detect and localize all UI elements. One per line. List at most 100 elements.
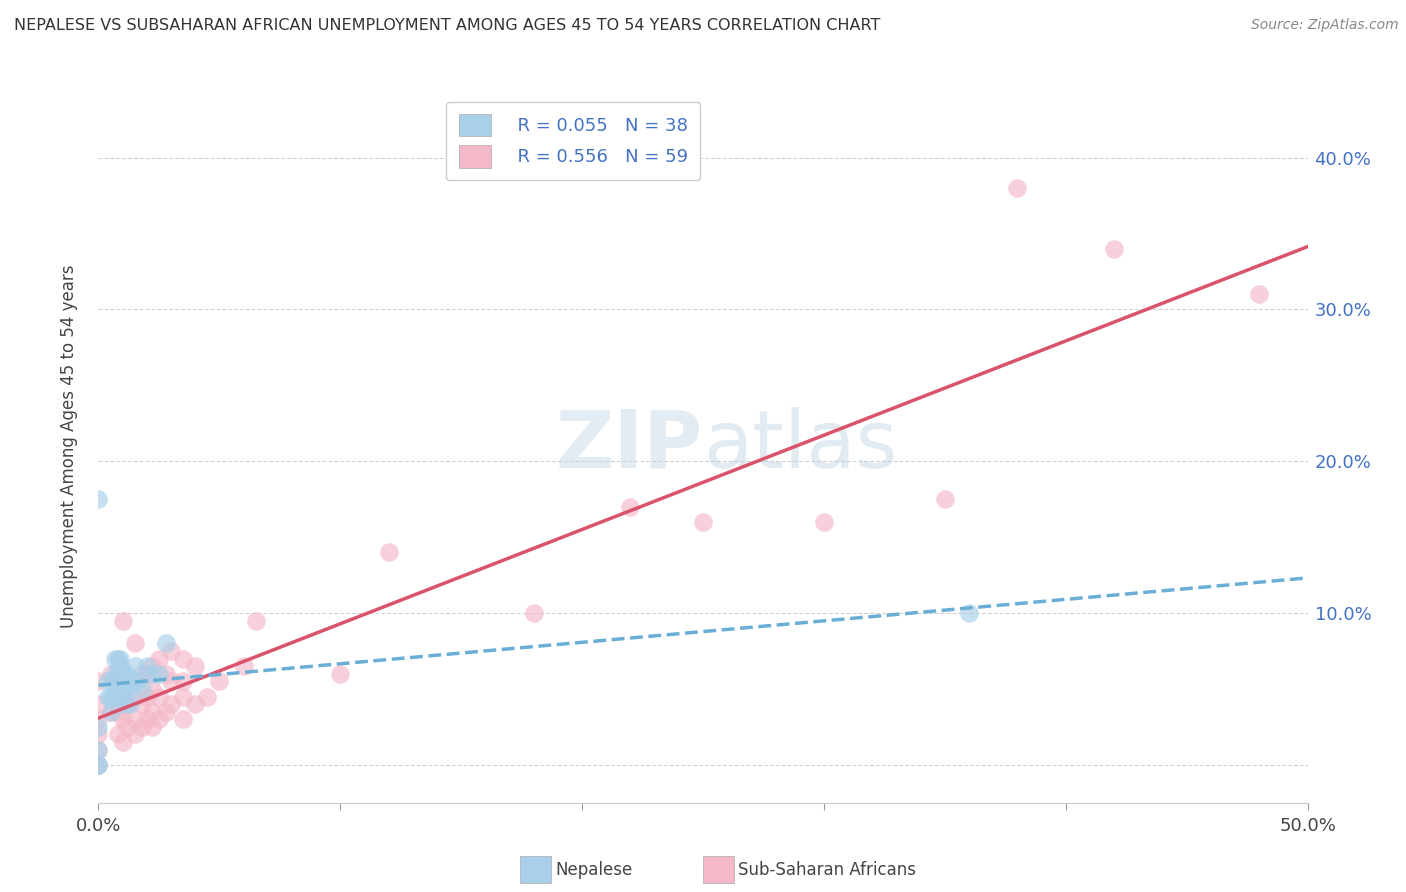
Text: NEPALESE VS SUBSAHARAN AFRICAN UNEMPLOYMENT AMONG AGES 45 TO 54 YEARS CORRELATIO: NEPALESE VS SUBSAHARAN AFRICAN UNEMPLOYM… xyxy=(14,18,880,33)
Point xyxy=(87,742,110,756)
Point xyxy=(117,666,139,681)
Point xyxy=(101,674,124,689)
Point xyxy=(87,757,110,772)
Point xyxy=(107,666,129,681)
Point xyxy=(100,705,122,719)
Point xyxy=(124,674,146,689)
Point xyxy=(131,697,153,711)
Point xyxy=(97,674,120,689)
Point xyxy=(124,690,146,704)
Point xyxy=(160,674,183,689)
Text: Source: ZipAtlas.com: Source: ZipAtlas.com xyxy=(1251,18,1399,32)
Point xyxy=(108,651,131,665)
Point xyxy=(108,659,131,673)
Point xyxy=(118,681,141,696)
Point xyxy=(124,659,146,673)
Point xyxy=(111,690,134,704)
Point xyxy=(100,666,122,681)
Point xyxy=(135,690,157,704)
Point xyxy=(172,674,194,689)
Point xyxy=(184,659,207,673)
Point xyxy=(1249,287,1271,301)
Legend:   R = 0.055   N = 38,   R = 0.556   N = 59: R = 0.055 N = 38, R = 0.556 N = 59 xyxy=(446,102,700,180)
Point xyxy=(934,492,956,507)
Y-axis label: Unemployment Among Ages 45 to 54 years: Unemployment Among Ages 45 to 54 years xyxy=(59,264,77,628)
Point xyxy=(117,720,139,734)
Point xyxy=(118,697,141,711)
Point xyxy=(957,606,980,620)
Point xyxy=(148,690,170,704)
Point xyxy=(329,666,352,681)
Point xyxy=(107,727,129,741)
Point xyxy=(160,644,183,658)
Point xyxy=(141,681,163,696)
Point xyxy=(104,651,127,665)
Point xyxy=(131,666,153,681)
Text: Nepalese: Nepalese xyxy=(555,861,633,879)
Point xyxy=(135,712,157,726)
Point xyxy=(87,742,110,756)
Point xyxy=(148,651,170,665)
Point xyxy=(245,614,267,628)
Point xyxy=(813,515,835,529)
Point xyxy=(127,674,149,689)
Point xyxy=(114,697,136,711)
Point xyxy=(155,666,177,681)
Point xyxy=(377,545,399,559)
Point xyxy=(141,705,163,719)
Point xyxy=(114,681,136,696)
Point xyxy=(87,712,110,726)
Point xyxy=(87,757,110,772)
Point xyxy=(141,666,163,681)
Point xyxy=(148,666,170,681)
Point xyxy=(135,666,157,681)
Point xyxy=(141,720,163,734)
Point xyxy=(117,674,139,689)
Text: Sub-Saharan Africans: Sub-Saharan Africans xyxy=(738,861,917,879)
Point xyxy=(87,697,110,711)
Point xyxy=(523,606,546,620)
Point xyxy=(155,705,177,719)
Point xyxy=(87,757,110,772)
Point xyxy=(619,500,641,514)
Point xyxy=(135,659,157,673)
Point xyxy=(108,690,131,704)
Point xyxy=(208,674,231,689)
Point xyxy=(111,614,134,628)
Point xyxy=(111,735,134,749)
Point xyxy=(124,727,146,741)
Text: atlas: atlas xyxy=(703,407,897,485)
Point xyxy=(195,690,218,704)
Point xyxy=(107,674,129,689)
Point xyxy=(108,674,131,689)
Point xyxy=(107,705,129,719)
Point xyxy=(101,690,124,704)
Point xyxy=(232,659,254,673)
Point xyxy=(87,492,110,507)
Point xyxy=(97,690,120,704)
Point xyxy=(100,705,122,719)
Point xyxy=(87,720,110,734)
Point xyxy=(131,681,153,696)
Point xyxy=(148,712,170,726)
Point xyxy=(100,690,122,704)
Point xyxy=(172,712,194,726)
Point xyxy=(111,712,134,726)
Point xyxy=(124,636,146,650)
Point xyxy=(111,674,134,689)
Point xyxy=(107,651,129,665)
Point xyxy=(141,659,163,673)
Point xyxy=(111,666,134,681)
Point xyxy=(160,697,183,711)
Point xyxy=(1102,242,1125,256)
Point xyxy=(131,720,153,734)
Point xyxy=(1007,181,1029,195)
Point xyxy=(124,712,146,726)
Point xyxy=(87,674,110,689)
Point xyxy=(172,690,194,704)
Point xyxy=(111,681,134,696)
Point xyxy=(87,727,110,741)
Point xyxy=(117,697,139,711)
Point xyxy=(108,666,131,681)
Point xyxy=(692,515,714,529)
